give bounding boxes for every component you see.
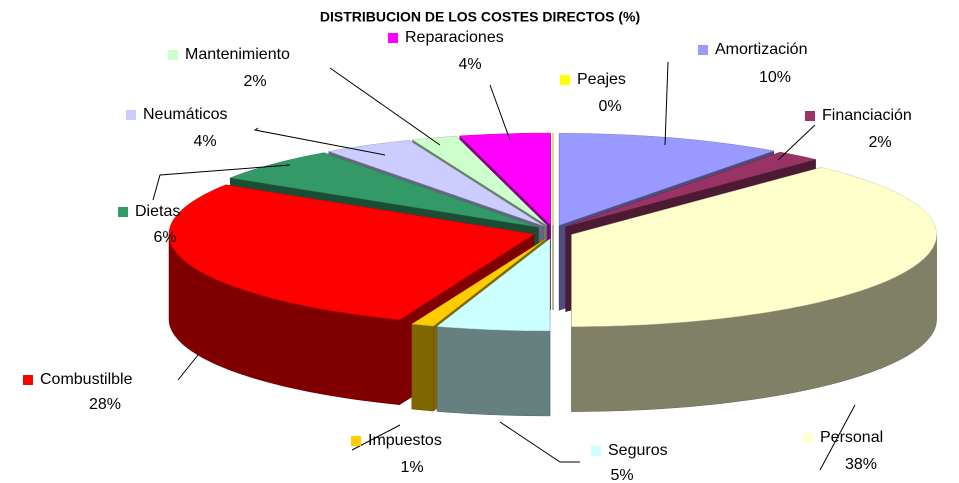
legend-swatch: [118, 207, 128, 217]
slice-label: Peajes: [577, 71, 626, 88]
slice-value-label: 10%: [759, 69, 791, 86]
legend-swatch: [168, 50, 178, 60]
legend-swatch: [591, 446, 601, 456]
slice: [459, 132, 551, 226]
slice-label: Impuestos: [368, 432, 442, 449]
leader-line: [253, 127, 386, 156]
legend-swatch: [23, 375, 33, 385]
slice-label: Dietas: [135, 203, 180, 220]
chart-title: DISTRIBUCION DE LOS COSTES DIRECTOS (%): [320, 9, 640, 25]
slice-label: Mantenimiento: [185, 46, 290, 63]
slice: [411, 238, 547, 327]
leader-line: [664, 61, 669, 146]
slice-front: [436, 326, 551, 417]
pie-tops: [168, 132, 937, 332]
slice-label: Neumáticos: [143, 106, 227, 123]
legend-swatch: [560, 75, 570, 85]
slice-label: Reparaciones: [405, 29, 504, 46]
slice-value-label: 2%: [243, 73, 266, 90]
legend-swatch: [388, 33, 398, 43]
legend-swatch: [805, 111, 815, 121]
slice-value-label: 28%: [89, 396, 121, 413]
pie-fronts: [168, 234, 937, 417]
legend-swatch: [351, 436, 361, 446]
leader-line: [329, 67, 441, 146]
slice-label: Seguros: [608, 442, 668, 459]
slice-value-label: 2%: [868, 134, 891, 151]
legend-swatch: [698, 45, 708, 55]
slice: [168, 184, 535, 320]
slice-value-label: 1%: [400, 459, 423, 476]
slice-value-label: 4%: [193, 133, 216, 150]
slice-label: Personal: [820, 429, 883, 446]
leader-line: [777, 124, 816, 161]
slice-label: Amortización: [715, 41, 807, 58]
slice-label: Financiación: [822, 107, 912, 124]
slice-label: Combustilble: [40, 371, 133, 388]
slice-value-label: 4%: [458, 56, 481, 73]
slice-value-label: 6%: [153, 229, 176, 246]
slice-value-label: 0%: [598, 98, 621, 115]
slice: [411, 135, 547, 226]
leader-line: [489, 84, 511, 141]
leader-line: [819, 404, 856, 471]
slice: [436, 238, 551, 332]
legend-swatch: [803, 433, 813, 443]
leader-line: [499, 421, 580, 463]
slice-value-label: 38%: [845, 456, 877, 473]
slice: [571, 167, 937, 327]
slice: [328, 140, 544, 227]
leader-line: [152, 164, 291, 201]
slice-front: [411, 323, 434, 412]
legend-swatch: [126, 110, 136, 120]
slice: [558, 133, 774, 226]
leader-line: [177, 354, 199, 381]
slice-value-label: 5%: [610, 467, 633, 483]
slice: [565, 151, 816, 227]
slice: [229, 152, 539, 228]
